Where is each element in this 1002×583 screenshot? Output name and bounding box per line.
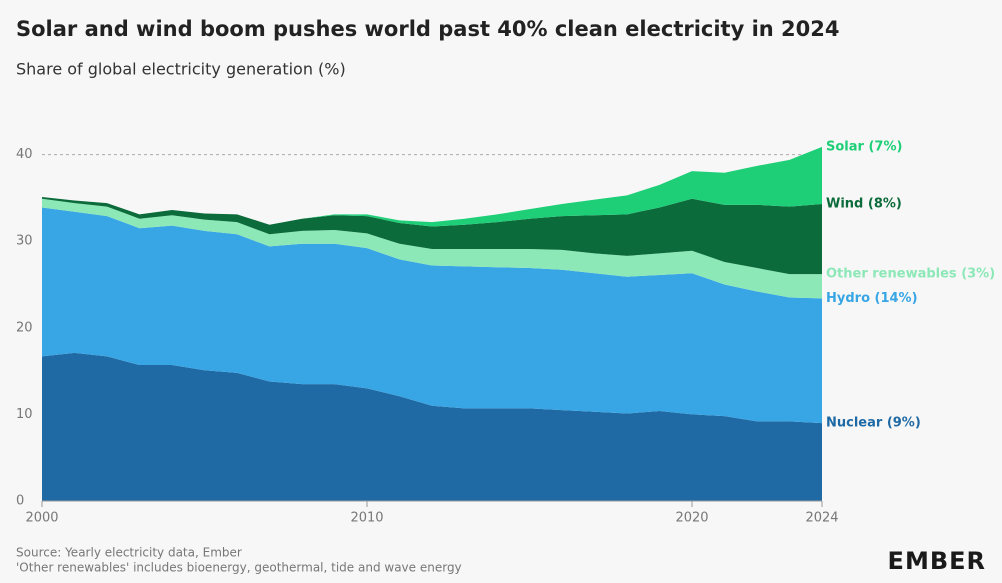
chart-title: Solar and wind boom pushes world past 40…: [16, 17, 840, 41]
x-tick-label: 2024: [805, 511, 838, 526]
x-tick-label: 2020: [675, 511, 708, 526]
y-tick-label: 30: [16, 234, 33, 249]
series-label: Solar (7%): [826, 139, 902, 154]
series-label: Other renewables (3%): [826, 267, 995, 282]
area: [42, 197, 822, 275]
area: [42, 146, 822, 227]
chart-subtitle: Share of global electricity generation (…: [16, 60, 346, 79]
series-label: Nuclear (9%): [826, 416, 921, 431]
note: 'Other renewables' includes bioenergy, g…: [16, 561, 462, 575]
logo: EMBER: [888, 547, 986, 575]
area: [42, 207, 822, 424]
y-tick-label: 10: [16, 407, 33, 422]
y-tick-label: 0: [16, 494, 24, 509]
x-tick-label: 2000: [25, 511, 58, 526]
y-tick-label: 40: [16, 147, 33, 162]
area: [42, 198, 822, 299]
x-tick-label: 2010: [350, 511, 383, 526]
source: Source: Yearly electricity data, Ember: [16, 546, 242, 560]
series-label: Hydro (14%): [826, 291, 918, 306]
y-tick-label: 20: [16, 320, 33, 335]
series-label: Wind (8%): [826, 196, 902, 211]
area: [42, 352, 822, 501]
